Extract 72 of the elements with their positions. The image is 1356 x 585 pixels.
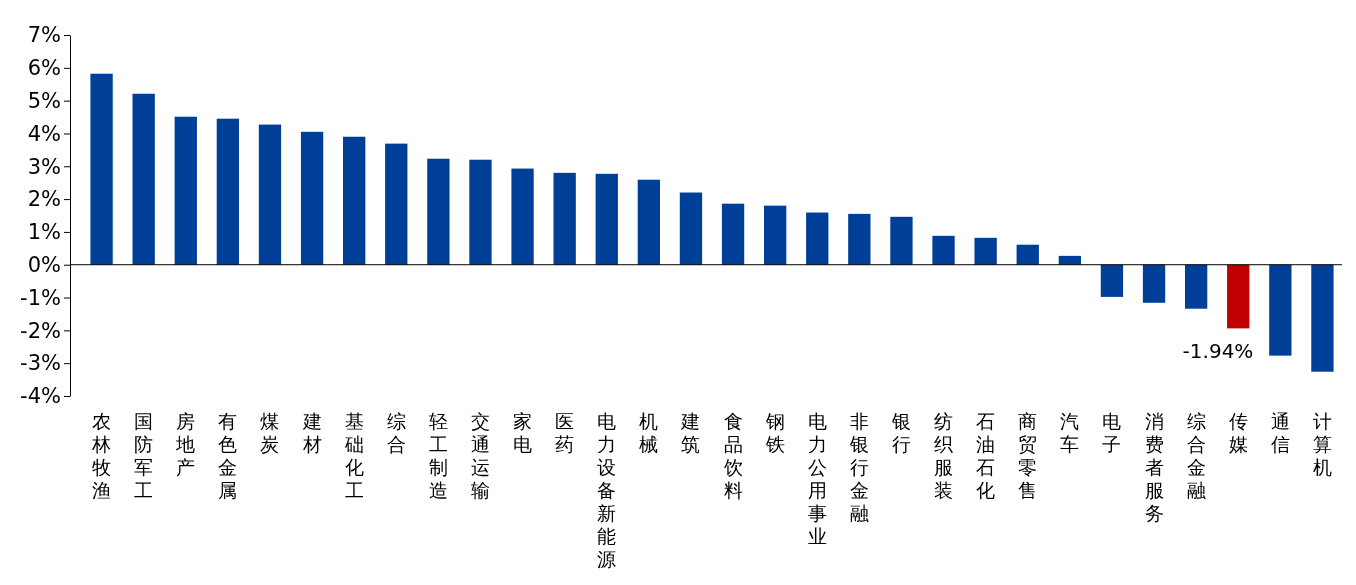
bar [679,192,703,265]
x-tick-label: 农林牧渔 [91,410,112,501]
x-tick-label: 电子 [1102,410,1122,455]
y-tick-label: -1% [20,285,61,310]
x-tick-label: 非银行金融 [848,410,869,524]
bar [427,158,450,265]
x-tick-label: 汽车 [1060,410,1080,455]
bar [511,168,534,265]
bar [174,116,197,265]
y-tick-label: 4% [27,121,61,146]
x-tick-label: 煤炭 [260,410,280,455]
bar [553,172,576,265]
x-tick-label: 电力设备新能源 [597,410,617,570]
bar [806,212,829,265]
bar [721,203,745,265]
x-tick-label: 传媒 [1228,410,1248,455]
bar [1142,264,1166,303]
bar [848,213,871,265]
bar [1227,264,1250,329]
bar [1100,264,1124,297]
x-tick-label: 商贸零售 [1018,410,1038,501]
x-tick-label: 银行 [890,410,911,455]
x-tick-label: 电力公用事业 [807,410,827,547]
bar [637,179,661,265]
x-tick-label: 交通运输 [470,410,490,501]
x-tick-label: 轻工制造 [428,410,448,501]
data-label: -1.94% [1182,339,1254,364]
x-tick-label: 综合 [386,410,406,455]
x-tick-label: 国防军工 [134,410,154,501]
bar [1269,264,1292,356]
x-tick-label: 有色金属 [218,410,238,501]
x-tick-label: 钢铁 [764,410,785,455]
bar [974,237,997,265]
bar [343,136,366,265]
bar [1184,264,1208,309]
x-tick-label: 机械 [639,410,659,455]
y-tick-label: 5% [27,88,61,113]
x-tick-label: 建筑 [680,410,701,455]
bar [385,143,408,265]
x-tick-label: 综合金融 [1186,410,1206,501]
bar [90,73,113,265]
bar [890,216,913,265]
x-tick-label: 消费者服务 [1144,410,1164,524]
x-tick-label: 食品饮料 [722,410,743,501]
bar [1016,244,1039,265]
x-tick-label: 房地产 [175,410,196,478]
bar [258,124,282,265]
bar [763,205,787,265]
bar [469,159,492,265]
bar [932,235,955,265]
x-tick-label: 医药 [555,410,575,455]
bar [595,173,618,265]
x-tick-label: 石油石化 [976,410,996,501]
bar [1311,264,1334,372]
bar [132,93,155,265]
x-tick-label: 通信 [1270,410,1290,455]
y-tick-label: 0% [27,252,61,277]
y-tick-label: -2% [20,318,61,343]
y-tick-label: 2% [27,187,61,212]
y-tick-label: 1% [27,220,61,245]
bar [216,118,240,265]
y-tick-label: 6% [27,56,61,81]
y-tick-label: 7% [27,23,61,48]
bar [300,131,324,265]
y-tick-label: -4% [20,384,61,409]
x-tick-label: 建材 [301,410,322,455]
y-tick-label: 3% [27,154,61,179]
x-tick-label: 纺织服装 [934,410,954,501]
x-tick-label: 家电 [513,410,533,455]
y-tick-label: -3% [20,351,61,376]
x-tick-label: 计算机 [1312,410,1332,478]
x-tick-label: 基础化工 [343,410,364,501]
